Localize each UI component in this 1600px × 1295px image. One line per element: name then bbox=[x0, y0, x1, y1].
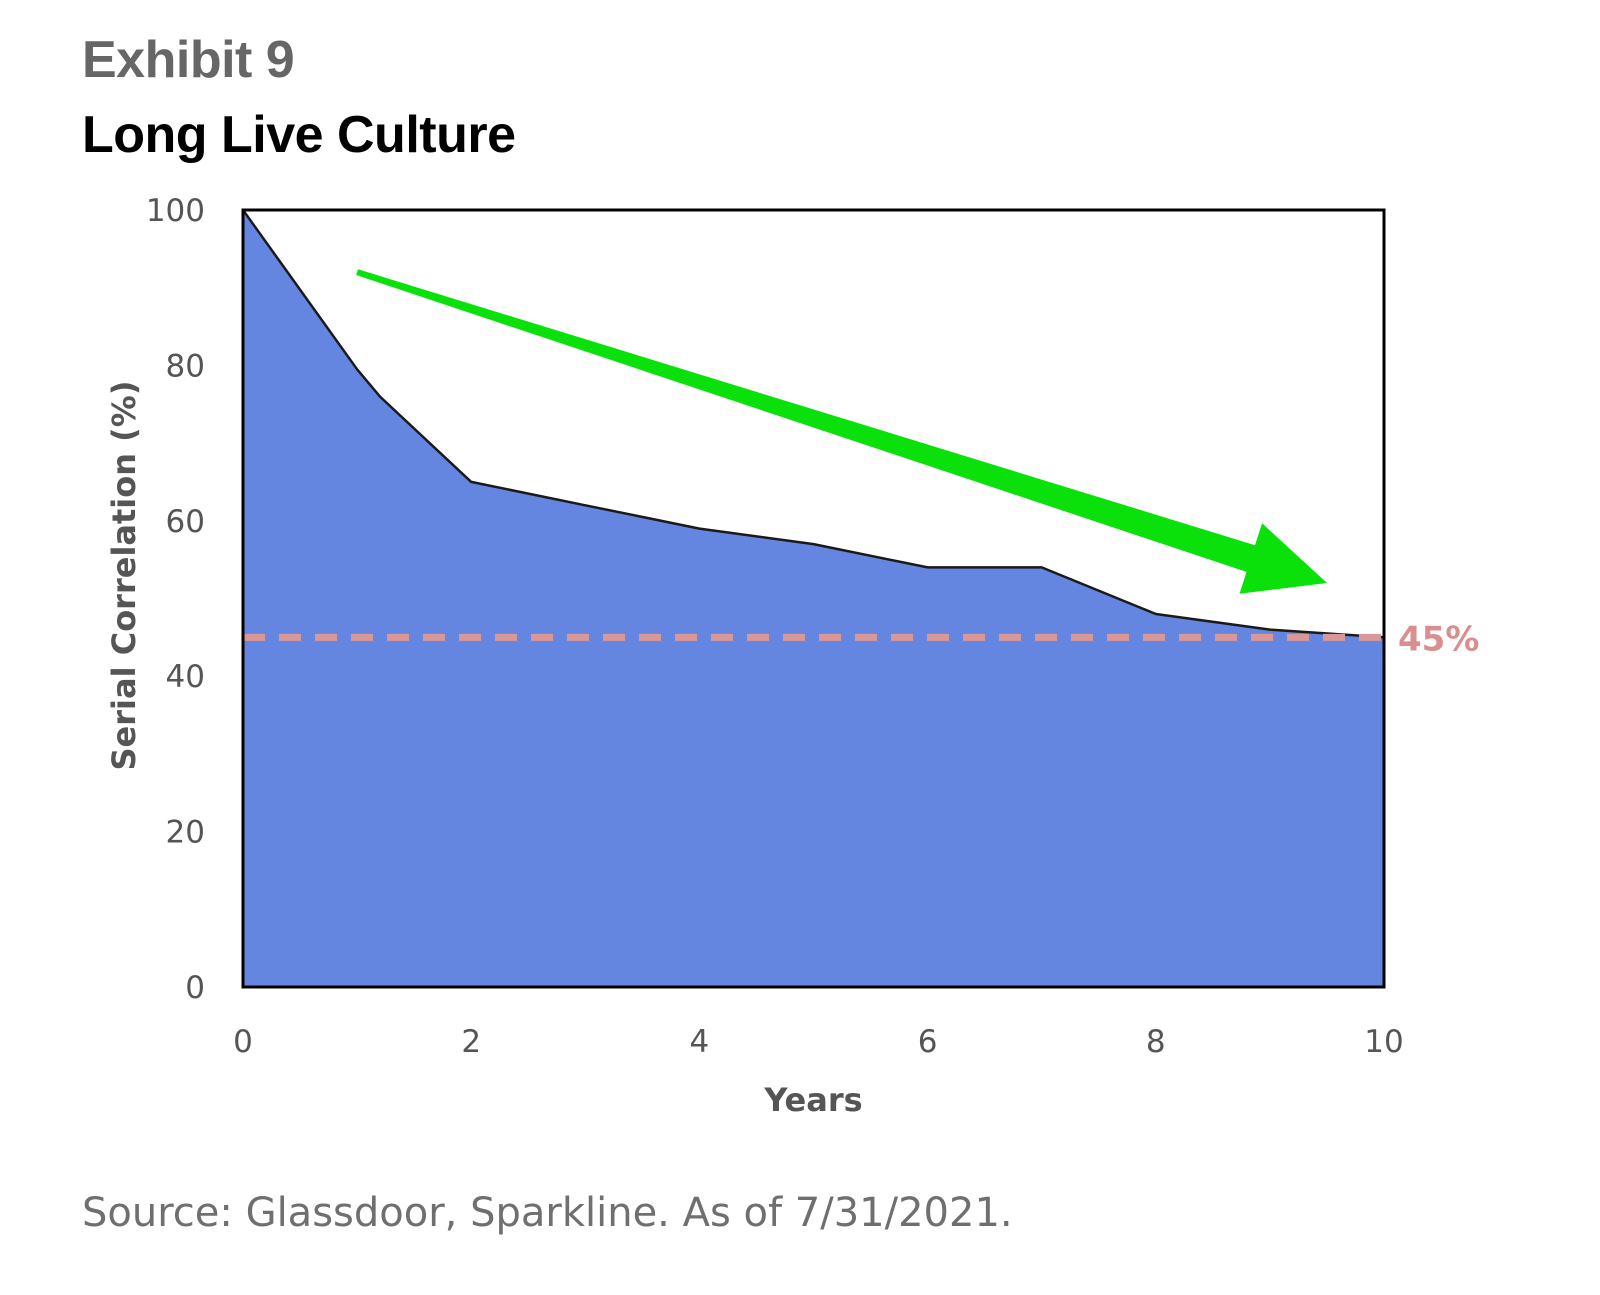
x-axis-label: Years bbox=[763, 1081, 862, 1119]
plot-frame bbox=[241, 208, 1386, 989]
x-tick-label: 2 bbox=[461, 1024, 481, 1060]
chart-title: Long Live Culture bbox=[82, 106, 516, 164]
source-note: Source: Glassdoor, Sparkline. As of 7/31… bbox=[82, 1190, 1013, 1236]
x-tick-label: 4 bbox=[690, 1024, 710, 1060]
area-fill bbox=[243, 210, 1384, 987]
y-tick-label: 20 bbox=[166, 815, 205, 851]
x-tick-label: 8 bbox=[1146, 1024, 1166, 1060]
x-tick-label: 10 bbox=[1364, 1024, 1403, 1060]
y-tick-label: 100 bbox=[146, 193, 205, 229]
x-tick-label: 6 bbox=[918, 1024, 938, 1060]
y-tick-label: 40 bbox=[166, 659, 205, 695]
y-tick-label: 60 bbox=[166, 504, 205, 540]
y-tick-label: 0 bbox=[185, 970, 205, 1006]
trend-arrow bbox=[356, 269, 1327, 594]
reference-line-label: 45% bbox=[1398, 619, 1479, 659]
y-tick-label: 80 bbox=[166, 348, 205, 384]
y-axis-label: Serial Correlation (%) bbox=[105, 381, 143, 771]
series-line bbox=[241, 209, 1385, 639]
x-tick-label: 0 bbox=[233, 1024, 253, 1060]
exhibit-number: Exhibit 9 bbox=[82, 31, 295, 89]
